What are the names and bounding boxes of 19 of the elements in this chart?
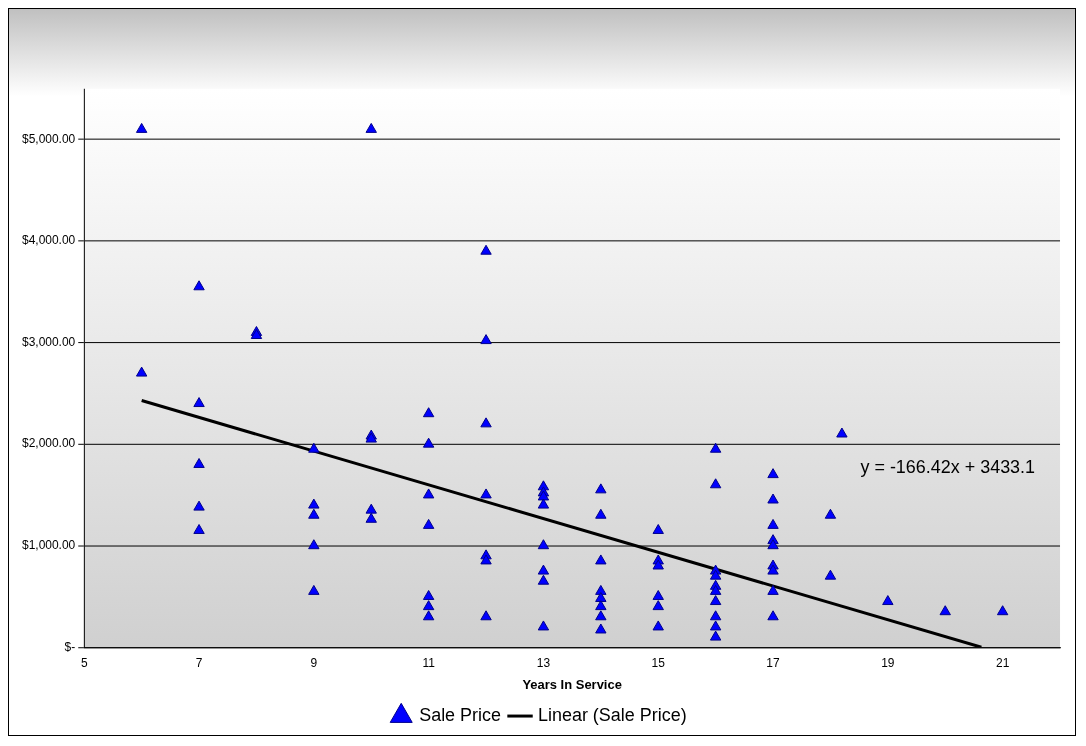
legend-label: Linear (Sale Price) [537,705,687,726]
x-tick-label: 11 [422,655,436,670]
x-tick-label: 15 [651,655,666,670]
y-tick-label: $4,000.00 [21,233,76,248]
y-tick-label: $3,000.00 [21,334,76,349]
y-tick-label: $2,000.00 [21,436,76,451]
y-tick-label: $5,000.00 [21,131,76,146]
y-tick-label: $- [64,639,76,654]
x-tick-label: 13 [536,655,551,670]
x-tick-label: 9 [310,655,318,670]
x-tick-label: 17 [766,655,781,670]
x-axis-title: Years In Service [522,676,622,692]
legend-label: Sale Price [419,705,501,726]
x-tick-label: 19 [881,655,895,670]
x-tick-label: 5 [80,655,88,670]
annotation: y = -166.42x + 3433.1 [860,456,1036,477]
x-tick-label: 21 [995,655,1010,670]
y-tick-label: $1,000.00 [21,538,76,553]
x-tick-label: 7 [195,655,203,670]
